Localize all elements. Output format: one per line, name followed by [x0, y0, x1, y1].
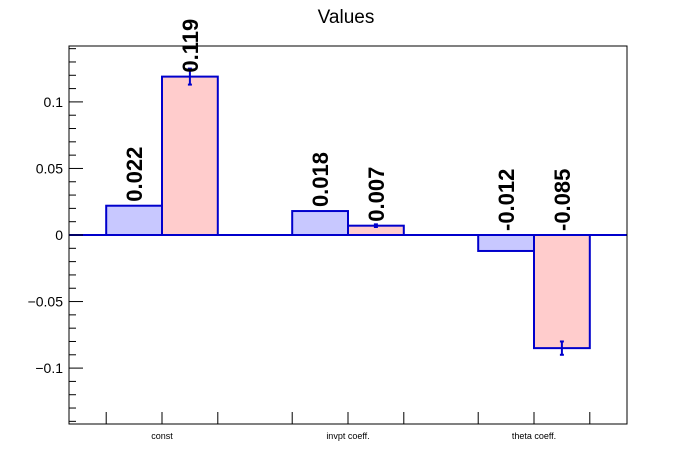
y-tick-label: 0: [55, 227, 63, 243]
data-labels-layer: 0.022 0.018 -0.012 0.119 0.007 -0.085: [122, 19, 575, 231]
bar-2-3: [533, 234, 591, 350]
x-tick-label: theta coeff.: [512, 431, 556, 441]
bar-1-2: [291, 210, 350, 236]
axes-layer: −0.1 −0.05 0 0.05 0.1 const invpt coeff. theta …: [28, 45, 628, 441]
bars-layer: [69, 67, 627, 356]
chart-title: Values: [318, 7, 375, 28]
y-tick-label: 0.1: [44, 94, 64, 110]
y-tick-label: −0.05: [28, 294, 64, 310]
x-tick-label: invpt coeff.: [326, 431, 369, 441]
y-tick-label: 0.05: [36, 160, 63, 176]
data-label-2-1: 0.119: [178, 19, 203, 73]
data-label-2-3: -0.085: [550, 169, 575, 231]
data-label-1-1: 0.022: [122, 147, 147, 202]
data-label-1-2: 0.018: [308, 152, 333, 207]
data-label-2-2: 0.007: [364, 167, 389, 222]
bar-1-3: [477, 234, 536, 252]
bar-1-1: [105, 204, 163, 236]
x-tick-label: const: [151, 431, 173, 441]
data-label-1-3: -0.012: [494, 169, 519, 231]
bar-2-1: [161, 75, 219, 237]
y-tick-label: −0.1: [35, 360, 63, 376]
